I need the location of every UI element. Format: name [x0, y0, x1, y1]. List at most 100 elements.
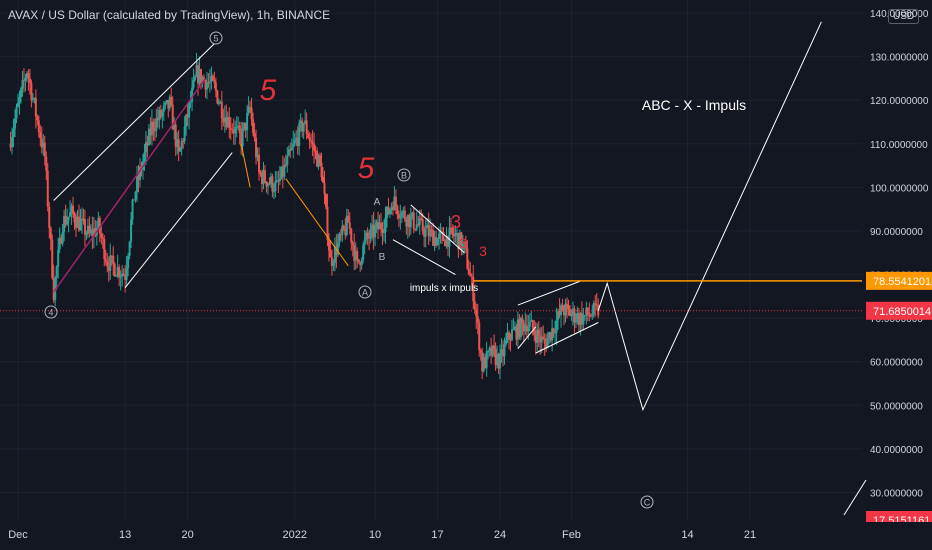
candle-body-266 [405, 219, 408, 227]
candle-body-139 [216, 90, 219, 104]
candle-body-120 [188, 102, 191, 118]
candle-body-332 [503, 344, 506, 357]
candle-body-390 [589, 315, 592, 317]
main-label: ABC - X - Impuls [642, 97, 746, 113]
candle-body-233 [356, 250, 359, 260]
candle-body-84 [134, 192, 137, 200]
candle-body-345 [522, 322, 525, 332]
candle-body-132 [205, 82, 208, 90]
candle-body-65 [106, 261, 109, 267]
candle-body-261 [397, 214, 400, 219]
candle-body-155 [240, 133, 243, 147]
candle-body-314 [476, 316, 479, 323]
candle-body-100 [158, 109, 161, 121]
candle-body-301 [457, 233, 460, 250]
candle-body-282 [429, 229, 432, 237]
wave-line-magenta [53, 78, 207, 293]
candle-body-268 [408, 214, 411, 228]
candle-body-253 [385, 206, 388, 218]
candle-body-3 [14, 118, 17, 129]
candle-body-142 [220, 101, 223, 119]
channel-line-lower-1 [124, 152, 233, 288]
candle-body-182 [280, 166, 283, 179]
candle-body-369 [558, 311, 561, 315]
candle-body-32 [57, 249, 60, 267]
candle-body-392 [592, 303, 595, 315]
candle-body-171 [263, 170, 266, 182]
y-tick-label-3: 110.0000000 [870, 140, 928, 151]
candle-body-162 [250, 107, 253, 120]
candle-body-38 [66, 220, 69, 225]
candle-body-7 [19, 88, 22, 97]
candle-body-294 [446, 236, 449, 247]
candle-body-248 [378, 222, 381, 230]
candle-body-128 [200, 69, 202, 84]
candle-body-382 [577, 313, 580, 325]
candle-body-244 [372, 224, 375, 238]
candle-body-18 [36, 116, 39, 121]
candle-body-230 [351, 242, 354, 246]
candle-body-238 [363, 239, 366, 246]
candle-body-69 [112, 255, 115, 264]
candle-body-178 [274, 181, 277, 192]
candle-body-188 [289, 149, 292, 151]
candle-body-15 [31, 98, 34, 101]
candle-body-44 [75, 222, 78, 228]
wave-b-circle-label: B [401, 171, 407, 181]
candle-body-271 [412, 212, 415, 229]
candle-body-380 [574, 320, 577, 323]
wave-line-orange-2 [240, 143, 251, 188]
candle-body-351 [531, 320, 534, 330]
channel-line-side [517, 326, 537, 349]
candle-body-146 [226, 117, 229, 128]
candle-body-51 [85, 233, 88, 235]
candle-body-201 [308, 137, 311, 141]
candle-body-2 [12, 128, 15, 138]
candle-body-289 [439, 231, 442, 235]
candle-body-160 [247, 106, 250, 114]
candle-body-318 [482, 357, 485, 372]
candle-body-23 [43, 142, 46, 157]
candle-body-191 [293, 140, 296, 144]
candle-body-174 [268, 183, 271, 185]
candle-body-108 [170, 96, 173, 105]
candle-body-72 [116, 267, 119, 276]
y-tick-label-9: 50.0000000 [870, 401, 923, 412]
candle-body-22 [42, 142, 45, 148]
candle-body-237 [362, 245, 365, 261]
candle-body-200 [307, 133, 310, 138]
candle-body-145 [225, 117, 228, 128]
candle-body-360 [545, 343, 548, 349]
candle-body-99 [156, 118, 159, 121]
hand-5-top: 5 [260, 74, 277, 107]
candle-body-355 [537, 329, 540, 337]
x-tick-label-5: 17 [431, 529, 443, 541]
candle-body-121 [189, 101, 192, 103]
candle-body-378 [571, 308, 574, 314]
currency-badge[interactable]: USD [888, 9, 920, 24]
y-tick-label-10: 40.0000000 [870, 445, 923, 456]
candle-body-219 [335, 246, 338, 256]
channel-line-lower-3 [535, 322, 599, 354]
candle-body-154 [238, 125, 241, 134]
candle-body-70 [113, 263, 116, 277]
candle-body-40 [69, 212, 72, 217]
horizontal-lines-layer [0, 280, 862, 312]
candle-body-59 [97, 217, 100, 229]
candle-body-383 [579, 313, 582, 325]
candle-body-104 [164, 102, 167, 106]
candle-body-179 [275, 180, 278, 182]
candle-body-281 [427, 225, 430, 237]
candle-body-227 [347, 215, 350, 223]
candle-body-363 [549, 332, 552, 341]
candle-body-98 [155, 118, 158, 131]
candle-body-354 [536, 329, 539, 343]
candle-body-245 [374, 226, 377, 238]
candle-body-280 [426, 225, 429, 229]
candle-body-286 [435, 237, 438, 246]
channel-line-lower-2 [410, 204, 465, 254]
candle-body-212 [324, 194, 327, 207]
candle-body-150 [232, 129, 235, 134]
